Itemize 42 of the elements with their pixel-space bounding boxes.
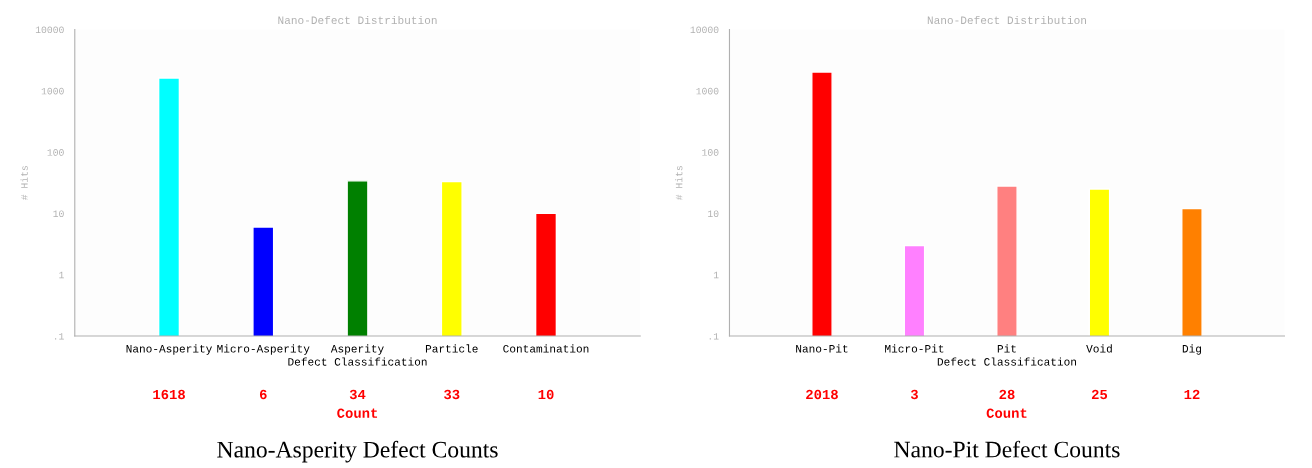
- x-tick-label: Asperity: [330, 344, 384, 355]
- x-tick-label: Micro-Pit: [885, 344, 944, 353]
- text: Count: [986, 408, 1027, 418]
- chart-title: Nano-Defect Distribution: [278, 15, 437, 25]
- x-tick-label: Void: [1086, 344, 1112, 353]
- data-label: 3: [910, 389, 918, 400]
- y-axis-title: # Hits: [675, 166, 683, 200]
- x-axis-title: Defect Classification: [937, 357, 1076, 366]
- y-tick-label: 1: [713, 271, 719, 279]
- data-label: 34: [349, 389, 366, 400]
- y-tick-label: 10000: [690, 26, 719, 34]
- x-tick-label: Nano-Asperity: [126, 344, 212, 355]
- chart-title: Nano-Defect Distribution: [927, 15, 1086, 25]
- y-tick-label: 1000: [41, 87, 64, 95]
- data-label: 10: [538, 389, 554, 400]
- y-tick-label: 100: [702, 149, 719, 156]
- data-label: 2018: [806, 389, 838, 400]
- data-label: 25: [1091, 389, 1108, 400]
- y-tick-label: 1000: [696, 87, 719, 95]
- data-label: 6: [259, 389, 267, 400]
- x-tick-label: Contamination: [503, 344, 589, 353]
- data-label: 12: [1184, 389, 1200, 400]
- data-label: 1618: [153, 389, 185, 400]
- x-tick-label: Micro-Asperity: [217, 344, 310, 355]
- x-axis-title: Defect Classification: [288, 357, 427, 366]
- text: Count: [337, 408, 378, 418]
- x-tick-label: Particle: [425, 344, 478, 353]
- y-axis-title: # Hits: [20, 166, 28, 200]
- x-tick-label: Pit: [997, 344, 1016, 353]
- x-tick-label: Nano-Pit: [796, 344, 848, 353]
- y-tick-label: 1: [59, 271, 64, 279]
- text: Nano-Pit Defect Counts: [894, 440, 1120, 458]
- y-tick-label: .1: [55, 333, 64, 340]
- x-tick-label: Dig: [1182, 344, 1201, 355]
- y-tick-label: .1: [709, 333, 719, 340]
- y-tick-label: 100: [47, 149, 64, 156]
- y-tick-label: 10: [53, 210, 64, 218]
- y-tick-label: 10000: [35, 26, 64, 34]
- data-label: 28: [999, 389, 1015, 400]
- text: Nano-Asperity Defect Counts: [217, 440, 498, 463]
- y-tick-label: 10: [708, 210, 719, 218]
- data-label: 33: [444, 389, 460, 400]
